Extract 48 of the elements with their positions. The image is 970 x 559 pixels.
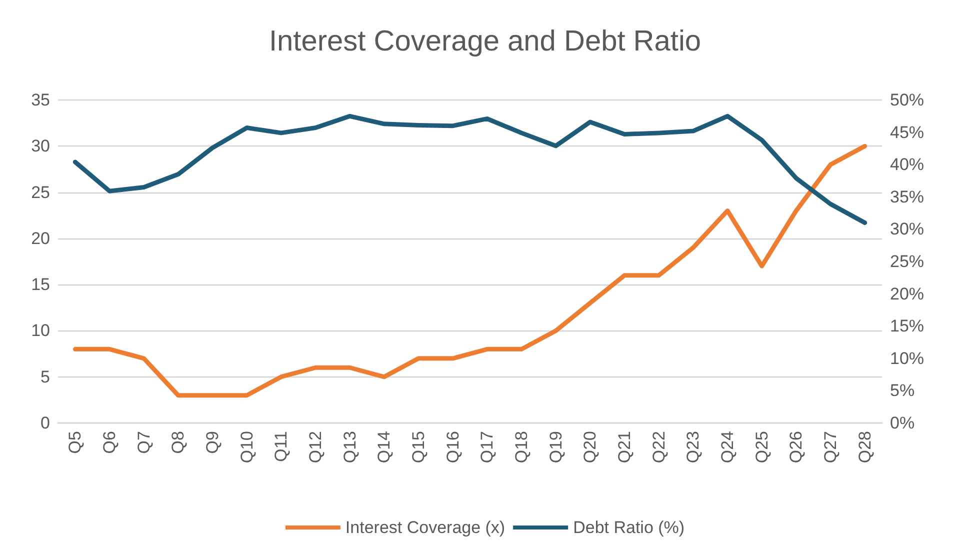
legend-label: Interest Coverage (x) <box>345 518 506 537</box>
y-tick-label: 20 <box>31 228 50 248</box>
x-tick-label: Q23 <box>684 431 703 464</box>
x-tick-label: Q6 <box>100 431 119 454</box>
x-tick-label: Q16 <box>443 431 462 464</box>
y2-tick-label: 20% <box>890 284 924 304</box>
y2-tick-label: 40% <box>890 155 924 174</box>
x-tick-label: Q9 <box>203 431 222 454</box>
x-tick-label: Q22 <box>649 431 668 464</box>
line-series <box>72 114 868 225</box>
x-tick-label: Q18 <box>512 431 531 464</box>
x-tick-label: Q14 <box>374 431 394 464</box>
x-tick-label: Q25 <box>752 431 772 464</box>
x-tick-label: Q11 <box>272 431 291 462</box>
x-tick-label: Q27 <box>821 431 840 464</box>
y-tick-label: 35 <box>31 90 50 110</box>
x-tick-label: Q19 <box>546 431 566 464</box>
x-tick-label: Q17 <box>478 431 497 464</box>
y2-tick-label: 30% <box>890 220 924 239</box>
x-tick-label: Q8 <box>168 431 188 454</box>
y-tick-label: 0 <box>40 414 50 432</box>
x-tick-label: Q12 <box>306 431 325 464</box>
chart-title: Interest Coverage and Debt Ratio <box>268 26 702 58</box>
x-tick-label: Q7 <box>134 431 154 454</box>
y-tick-label: 5 <box>40 367 50 386</box>
x-tick-label: Q21 <box>615 431 634 464</box>
y-tick-label: 25 <box>31 182 50 202</box>
y2-tick-label: 35% <box>890 187 924 206</box>
y-tick-label: 15 <box>31 275 50 294</box>
y2-tick-label: 10% <box>890 348 924 368</box>
y2-tick-label: 25% <box>890 252 924 271</box>
x-tick-label: Q28 <box>855 431 874 464</box>
y2-tick-label: 45% <box>890 122 924 142</box>
y2-tick-label: 5% <box>890 381 915 400</box>
x-tick-label: Q10 <box>237 431 256 464</box>
line-series <box>72 144 868 398</box>
y2-tick-label: 0% <box>890 414 915 432</box>
y-tick-label: 10 <box>31 321 50 340</box>
y-tick-label: 30 <box>31 136 50 156</box>
x-tick-label: Q13 <box>340 431 360 464</box>
y2-tick-label: 15% <box>890 316 924 336</box>
x-tick-label: Q24 <box>718 431 737 464</box>
x-tick-label: Q20 <box>580 431 600 464</box>
x-tick-label: Q15 <box>409 431 428 464</box>
y2-tick-label: 50% <box>890 90 924 110</box>
x-tick-label: Q26 <box>786 431 806 464</box>
x-tick-label: Q5 <box>66 431 85 454</box>
legend-label: Debt Ratio (%) <box>573 518 685 537</box>
